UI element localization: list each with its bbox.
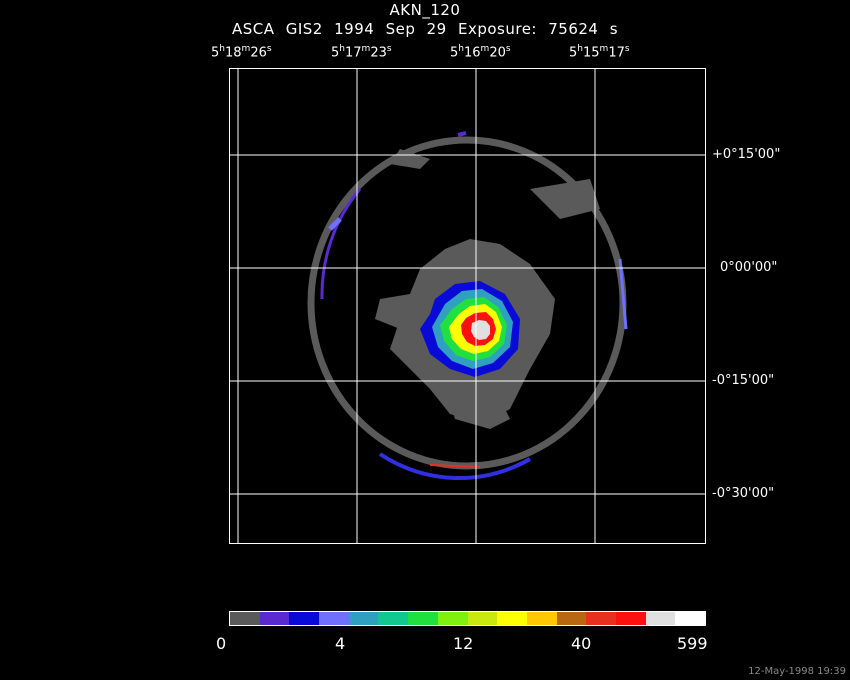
colorbar-swatch xyxy=(586,612,616,625)
colorbar-label: 4 xyxy=(335,634,346,653)
instrument-label: ASCA GIS2 xyxy=(231,20,323,38)
colorbar-swatch xyxy=(437,612,468,625)
colorbar-swatch xyxy=(526,612,557,625)
colorbar-swatch xyxy=(408,612,438,625)
colorbar-swatch xyxy=(645,612,676,625)
diffuse-emission xyxy=(375,149,600,429)
colorbar-swatch xyxy=(497,612,527,625)
colorbar-swatch xyxy=(615,612,646,625)
colorbar-label: 40 xyxy=(571,634,592,653)
colorbar-label: 12 xyxy=(453,634,474,653)
dec-tick-label: +0°15'00" xyxy=(712,147,781,162)
coordinate-grid xyxy=(230,69,705,543)
observation-info: ASCA GIS2 1994 Sep 29 Exposure: 75624 s xyxy=(0,20,850,38)
date-label: 1994 Sep 29 xyxy=(334,20,447,38)
colorbar-swatch xyxy=(348,612,379,625)
exposure-label: Exposure: 75624 s xyxy=(457,20,619,38)
colorbar-swatch xyxy=(259,612,290,625)
colorbar-swatch xyxy=(556,612,587,625)
colorbar-swatch xyxy=(319,612,349,625)
ra-tick-label: 5h18m26s xyxy=(211,44,272,61)
colorbar xyxy=(229,611,706,626)
ra-tick-label: 5h15m17s xyxy=(569,44,630,61)
image-panel[interactable] xyxy=(229,68,706,544)
colorbar-swatch xyxy=(467,612,498,625)
detector-ring xyxy=(307,131,628,480)
ra-tick-label: 5h17m23s xyxy=(331,44,392,61)
dec-tick-label: -0°30'00" xyxy=(712,486,775,501)
colorbar-swatch xyxy=(289,612,320,625)
object-title: AKN_120 xyxy=(389,1,461,19)
colorbar-swatch xyxy=(230,612,260,625)
dec-tick-label: -0°15'00" xyxy=(712,373,775,388)
timestamp: 12-May-1998 19:39 xyxy=(748,666,846,677)
colorbar-label: 0 xyxy=(216,634,227,653)
xray-image xyxy=(230,69,705,543)
colorbar-label: 599 xyxy=(677,634,708,653)
dec-tick-label: 0°00'00" xyxy=(720,260,778,275)
colorbar-swatch xyxy=(378,612,409,625)
ra-tick-label: 5h16m20s xyxy=(450,44,511,61)
colorbar-swatch xyxy=(675,612,705,625)
